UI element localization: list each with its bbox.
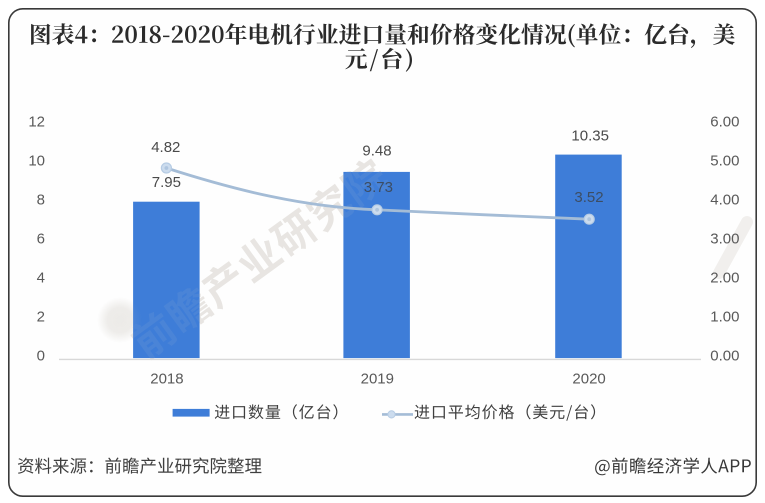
svg-text:8: 8 xyxy=(37,192,45,209)
svg-text:4.00: 4.00 xyxy=(710,192,739,209)
svg-text:3.52: 3.52 xyxy=(574,189,603,206)
svg-text:4: 4 xyxy=(37,270,45,287)
svg-text:2: 2 xyxy=(37,308,45,325)
svg-text:6.00: 6.00 xyxy=(710,114,739,131)
svg-text:2018: 2018 xyxy=(150,371,183,388)
svg-text:2020: 2020 xyxy=(572,371,605,388)
svg-text:3.73: 3.73 xyxy=(364,179,393,196)
svg-text:0.00: 0.00 xyxy=(710,347,739,364)
svg-text:3.00: 3.00 xyxy=(710,231,739,248)
svg-text:7.95: 7.95 xyxy=(152,174,181,191)
svg-text:6: 6 xyxy=(37,231,45,248)
svg-text:9.48: 9.48 xyxy=(362,143,391,160)
svg-text:12: 12 xyxy=(28,114,45,131)
svg-text:10.35: 10.35 xyxy=(571,128,609,145)
svg-text:2019: 2019 xyxy=(361,371,394,388)
svg-text:2.00: 2.00 xyxy=(710,270,739,287)
svg-text:1.00: 1.00 xyxy=(710,308,739,325)
svg-text:5.00: 5.00 xyxy=(710,153,739,170)
svg-text:10: 10 xyxy=(28,153,45,170)
svg-text:4.82: 4.82 xyxy=(151,139,180,156)
svg-text:0: 0 xyxy=(37,347,45,364)
